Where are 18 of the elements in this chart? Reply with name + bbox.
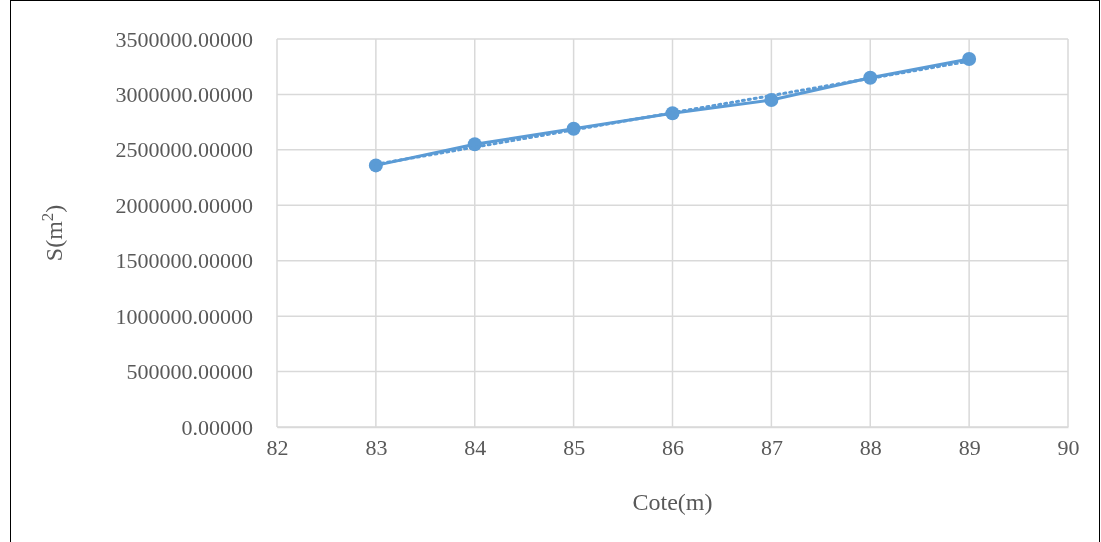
y-tick-label: 2000000.00000 xyxy=(115,192,253,218)
x-tick-label: 83 xyxy=(365,434,388,460)
y-tick-label: 500000.00000 xyxy=(126,359,253,385)
x-tick-label: 84 xyxy=(464,434,487,460)
x-axis-title: Cote(m) xyxy=(632,489,713,515)
x-tick-label: 85 xyxy=(563,434,586,460)
x-tick-label: 88 xyxy=(859,434,882,460)
x-tick-label: 82 xyxy=(266,434,289,460)
y-tick-label: 3000000.00000 xyxy=(115,81,253,107)
y-tick-label: 1500000.00000 xyxy=(115,248,253,274)
y-tick-label: 3500000.00000 xyxy=(115,26,253,52)
x-tick-label: 86 xyxy=(662,434,684,460)
x-tick-label: 89 xyxy=(958,434,981,460)
y-tick-label: 1000000.00000 xyxy=(115,303,253,329)
y-tick-label: 2500000.00000 xyxy=(115,137,253,163)
x-tick-label: 87 xyxy=(760,434,783,460)
y-tick-label: 0.00000 xyxy=(181,414,253,440)
x-tick-label: 90 xyxy=(1057,434,1080,460)
